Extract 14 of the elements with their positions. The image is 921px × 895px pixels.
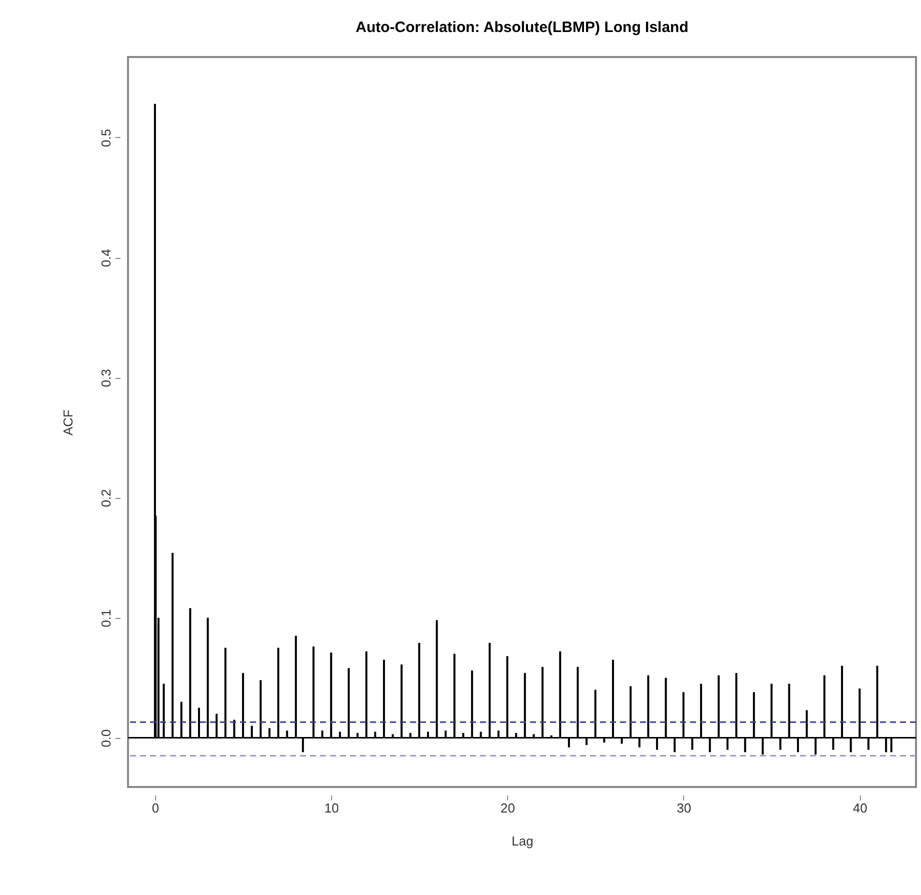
y-tick-label: 0.0 — [98, 729, 114, 748]
y-tick-label: 0.2 — [98, 489, 114, 508]
x-axis-title: Lag — [512, 834, 534, 848]
chart-title: Auto-Correlation: Absolute(LBMP) Long Island — [356, 19, 688, 36]
x-tick-label: 30 — [676, 800, 692, 816]
x-tick-label: 10 — [324, 800, 339, 816]
y-tick-label: 0.3 — [98, 369, 114, 388]
y-tick-label: 0.1 — [98, 609, 114, 628]
y-axis-title: ACF — [60, 409, 76, 436]
x-tick-label: 20 — [500, 800, 516, 816]
x-tick-label: 0 — [152, 800, 160, 816]
y-tick-label: 0.5 — [98, 128, 114, 147]
y-tick-label: 0.4 — [98, 248, 114, 268]
x-tick-label: 40 — [852, 800, 868, 816]
